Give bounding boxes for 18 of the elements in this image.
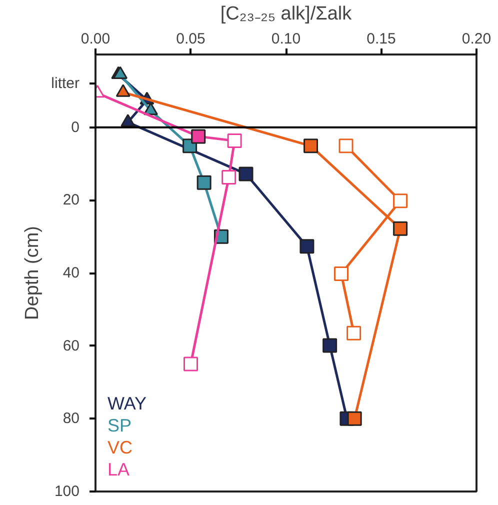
x-tick-label: 0.15 [366, 30, 396, 48]
x-tick-label: 0.05 [176, 30, 206, 48]
y-tick-label: litter [51, 75, 80, 92]
text: VC [108, 438, 133, 458]
x-tick-label: 0.00 [80, 30, 110, 48]
y-axis-title: Depth (cm) [22, 226, 44, 320]
text: WAY [108, 394, 146, 414]
y-tick-label: 20 [62, 192, 80, 209]
y-tick-label: 60 [62, 337, 80, 354]
x-tick-label: 0.10 [271, 30, 301, 48]
y-tick-label: 100 [54, 483, 80, 500]
text: LA [108, 460, 130, 480]
x-tick-label: 0.20 [462, 30, 492, 48]
y-tick-label: 40 [62, 264, 80, 282]
text: SP [108, 416, 132, 436]
x-axis-title: [C₂₃₋₂₅ alk]/Σalk [220, 4, 352, 24]
y-tick-label: 0 [71, 118, 80, 136]
y-tick-label: 80 [62, 410, 80, 428]
